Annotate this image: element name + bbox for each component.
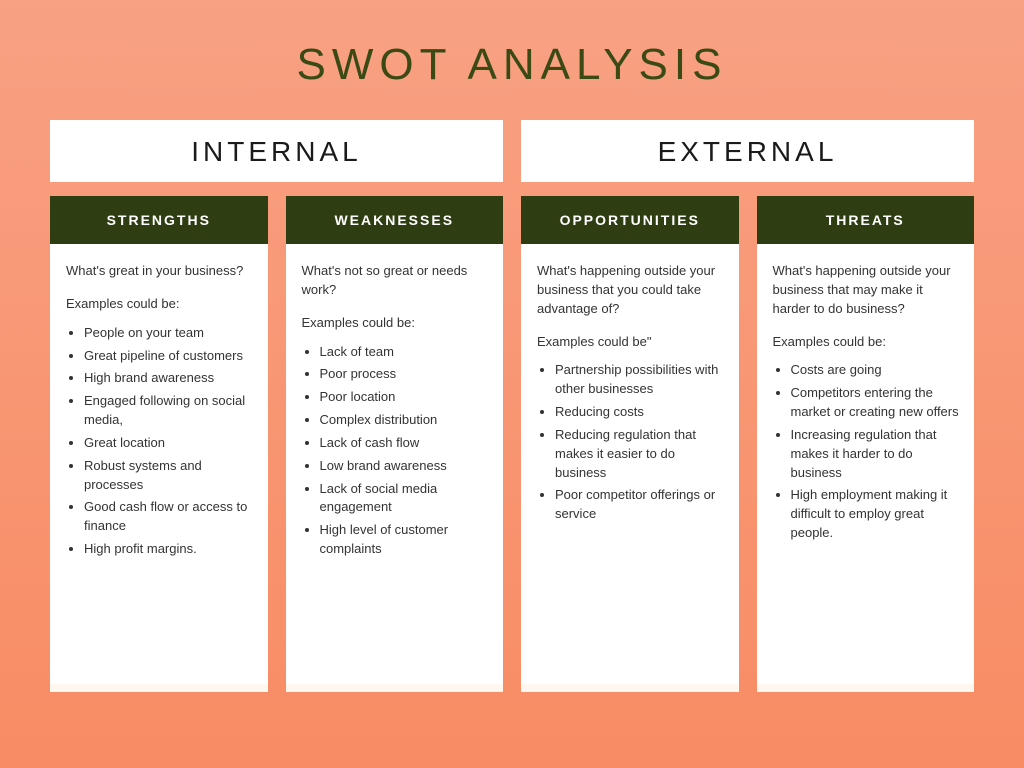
strengths-lead: Examples could be: — [66, 295, 254, 314]
strengths-list: People on your team Great pipeline of cu… — [66, 324, 254, 559]
col-body-threats: What's happening outside your business t… — [757, 244, 975, 684]
col-footer — [50, 684, 268, 692]
list-item: Costs are going — [791, 361, 961, 380]
list-item: High brand awareness — [84, 369, 254, 388]
col-header-weaknesses: WEAKNESSES — [286, 196, 504, 244]
col-header-strengths: STRENGTHS — [50, 196, 268, 244]
page-title: SWOT ANALYSIS — [50, 40, 974, 90]
opportunities-list: Partnership possibilities with other bus… — [537, 361, 725, 524]
col-footer — [757, 684, 975, 692]
strengths-question: What's great in your business? — [66, 262, 254, 281]
col-footer — [286, 684, 504, 692]
list-item: Good cash flow or access to finance — [84, 498, 254, 536]
threats-question: What's happening outside your business t… — [773, 262, 961, 319]
list-item: Competitors entering the market or creat… — [791, 384, 961, 422]
external-columns: OPPORTUNITIES What's happening outside y… — [521, 196, 974, 692]
threats-lead: Examples could be: — [773, 333, 961, 352]
weaknesses-lead: Examples could be: — [302, 314, 490, 333]
section-label-external: EXTERNAL — [521, 120, 974, 182]
list-item: Reducing regulation that makes it easier… — [555, 426, 725, 483]
list-item: Increasing regulation that makes it hard… — [791, 426, 961, 483]
col-weaknesses: WEAKNESSES What's not so great or needs … — [286, 196, 504, 692]
list-item: Great pipeline of customers — [84, 347, 254, 366]
list-item: Lack of team — [320, 343, 490, 362]
col-strengths: STRENGTHS What's great in your business?… — [50, 196, 268, 692]
list-item: Lack of cash flow — [320, 434, 490, 453]
col-opportunities: OPPORTUNITIES What's happening outside y… — [521, 196, 739, 692]
opportunities-lead: Examples could be" — [537, 333, 725, 352]
weaknesses-list: Lack of team Poor process Poor location … — [302, 343, 490, 559]
threats-list: Costs are going Competitors entering the… — [773, 361, 961, 543]
col-body-strengths: What's great in your business? Examples … — [50, 244, 268, 684]
list-item: Poor process — [320, 365, 490, 384]
list-item: High profit margins. — [84, 540, 254, 559]
section-external: EXTERNAL OPPORTUNITIES What's happening … — [521, 120, 974, 692]
list-item: Poor competitor offerings or service — [555, 486, 725, 524]
section-internal: INTERNAL STRENGTHS What's great in your … — [50, 120, 503, 692]
list-item: High employment making it difficult to e… — [791, 486, 961, 543]
list-item: Lack of social media engagement — [320, 480, 490, 518]
section-label-internal: INTERNAL — [50, 120, 503, 182]
list-item: Great location — [84, 434, 254, 453]
list-item: People on your team — [84, 324, 254, 343]
col-footer — [521, 684, 739, 692]
col-body-opportunities: What's happening outside your business t… — [521, 244, 739, 684]
sections-row: INTERNAL STRENGTHS What's great in your … — [50, 120, 974, 692]
col-threats: THREATS What's happening outside your bu… — [757, 196, 975, 692]
opportunities-question: What's happening outside your business t… — [537, 262, 725, 319]
list-item: Low brand awareness — [320, 457, 490, 476]
col-header-opportunities: OPPORTUNITIES — [521, 196, 739, 244]
col-body-weaknesses: What's not so great or needs work? Examp… — [286, 244, 504, 684]
list-item: Engaged following on social media, — [84, 392, 254, 430]
weaknesses-question: What's not so great or needs work? — [302, 262, 490, 300]
list-item: Complex distribution — [320, 411, 490, 430]
list-item: Robust systems and processes — [84, 457, 254, 495]
list-item: Partnership possibilities with other bus… — [555, 361, 725, 399]
list-item: High level of customer complaints — [320, 521, 490, 559]
list-item: Poor location — [320, 388, 490, 407]
col-header-threats: THREATS — [757, 196, 975, 244]
list-item: Reducing costs — [555, 403, 725, 422]
internal-columns: STRENGTHS What's great in your business?… — [50, 196, 503, 692]
